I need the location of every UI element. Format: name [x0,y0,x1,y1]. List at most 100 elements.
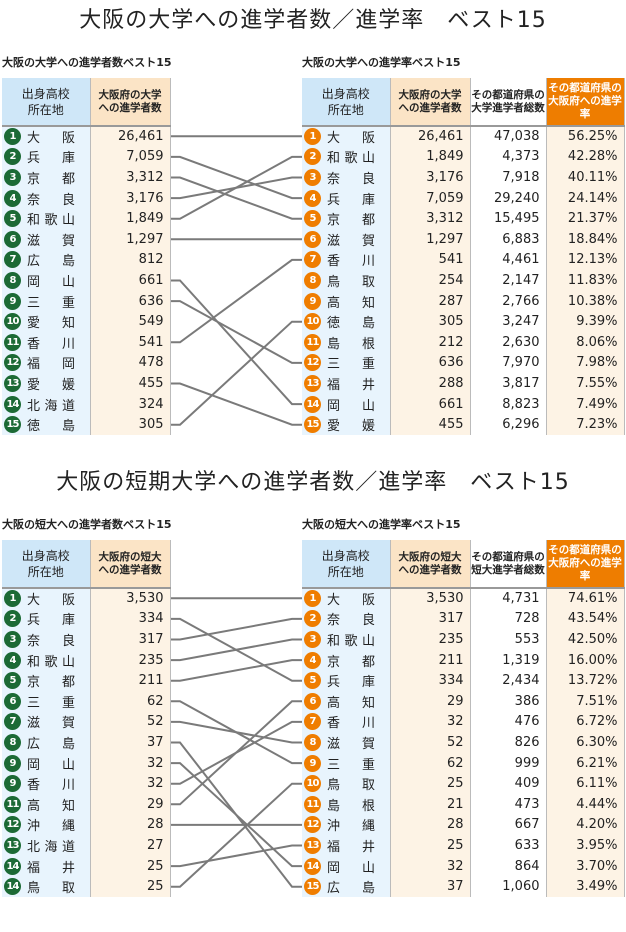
prefecture-name: 福 井 [327,377,375,393]
value-cell: 25 [390,773,471,794]
location-cell: 12 沖 縄 [2,814,91,836]
prefecture-name: 岡 山 [327,860,375,876]
value-cell: 26,461 [390,126,471,147]
value-cell: 62 [90,690,171,712]
rank-connector-line [171,700,302,806]
value-cell: 4,461 [470,249,547,271]
location-cell: 10 愛 知 [2,311,91,332]
location-cell: 9 香 川 [2,773,91,794]
value-cell: 24.14% [546,187,625,209]
location-cell: 4 京 都 [302,649,391,671]
location-cell: 6 滋 賀 [2,228,91,250]
value-cell: 42.28% [546,146,625,168]
value-cell: 455 [390,414,471,435]
value-cell: 636 [90,290,171,312]
value-cell: 455 [90,373,171,394]
value-cell: 478 [90,352,171,374]
value-cell: 305 [390,311,471,332]
value-cell: 42.50% [546,629,625,650]
prefecture-name: 鳥 取 [327,778,375,794]
value-cell: 549 [90,311,171,332]
table-row: 13 北海道 27 [2,835,171,856]
prefecture-name: 京 都 [27,675,75,691]
location-cell: 4 和歌山 [2,649,91,671]
prefecture-name: 和歌山 [327,633,375,649]
rank-badge: 7 [4,713,21,731]
table-row: 5 和歌山 1,849 [2,208,171,229]
table-row: 3 奈 良 317 [2,629,171,650]
location-cell: 1 大 阪 [2,588,91,609]
value-cell: 27 [90,835,171,856]
value-cell: 6,296 [470,414,547,435]
table-row: 11 香 川 541 [2,331,171,353]
location-cell: 14 福 井 [2,855,91,877]
column-header: その都道府県の 大学進学者総数 [470,78,547,127]
prefecture-name: 鳥 取 [27,881,75,897]
location-cell: 4 兵 庫 [302,187,391,209]
value-cell: 40.11% [546,167,625,188]
value-cell: 25 [90,876,171,897]
value-cell: 56.25% [546,126,625,147]
prefecture-name: 三 重 [27,695,75,711]
location-cell: 2 兵 庫 [2,608,91,630]
table-row: 11 島 根 21 473 4.44% [302,793,625,815]
rank-badge: 12 [4,816,21,834]
location-cell: 7 香 川 [302,249,391,271]
rank-badge: 3 [304,168,321,186]
location-cell: 7 広 島 [2,249,91,271]
value-cell: 1,297 [90,228,171,250]
value-cell: 74.61% [546,588,625,609]
value-cell: 317 [390,608,471,630]
value-cell: 7,918 [470,167,547,188]
location-cell: 5 京 都 [2,670,91,691]
table-row: 4 和歌山 235 [2,649,171,671]
prefecture-name: 高 知 [327,695,375,711]
table-row: 13 福 井 288 3,817 7.55% [302,373,625,394]
value-cell: 7,970 [470,352,547,374]
value-cell: 7.23% [546,414,625,435]
table-row: 1 大 阪 3,530 4,731 74.61% [302,588,625,609]
value-cell: 324 [90,393,171,415]
rank-badge: 13 [4,374,21,392]
location-cell: 6 三 重 [2,690,91,712]
value-cell: 32 [90,752,171,774]
value-cell: 7,059 [90,146,171,168]
value-cell: 728 [470,608,547,630]
value-cell: 1,849 [390,146,471,168]
value-cell: 334 [90,608,171,630]
value-cell: 553 [470,629,547,650]
location-cell: 9 高 知 [302,290,391,312]
location-cell: 13 愛 媛 [2,373,91,394]
rank-badge: 9 [4,754,21,772]
table-row: 7 広 島 812 [2,249,171,271]
value-cell: 26,461 [90,126,171,147]
value-cell: 864 [470,855,547,877]
prefecture-name: 愛 媛 [327,419,375,435]
rank-badge: 3 [304,630,321,648]
location-cell: 15 広 島 [302,876,391,897]
location-cell: 6 高 知 [302,690,391,712]
value-cell: 636 [390,352,471,374]
table-row: 1 大 阪 26,461 [2,126,171,147]
value-cell: 62 [390,752,471,774]
table-row: 6 三 重 62 [2,690,171,712]
value-cell: 4.44% [546,793,625,815]
prefecture-name: 徳 島 [27,419,75,435]
location-cell: 8 鳥 取 [302,270,391,291]
rank-badge: 5 [4,672,21,690]
prefecture-name: 大 阪 [327,593,375,609]
prefecture-name: 北海道 [27,398,75,414]
value-cell: 317 [90,629,171,650]
value-cell: 32 [390,855,471,877]
table-row: 9 三 重 636 [2,290,171,312]
value-cell: 211 [390,649,471,671]
value-cell: 4,373 [470,146,547,168]
prefecture-name: 沖 縄 [27,819,75,835]
prefecture-name: 三 重 [27,295,75,311]
table-row: 14 鳥 取 25 [2,876,171,897]
value-cell: 1,297 [390,228,471,250]
value-cell: 1,319 [470,649,547,671]
value-cell: 305 [90,414,171,435]
column-header: 出身高校 所在地 [302,540,391,589]
